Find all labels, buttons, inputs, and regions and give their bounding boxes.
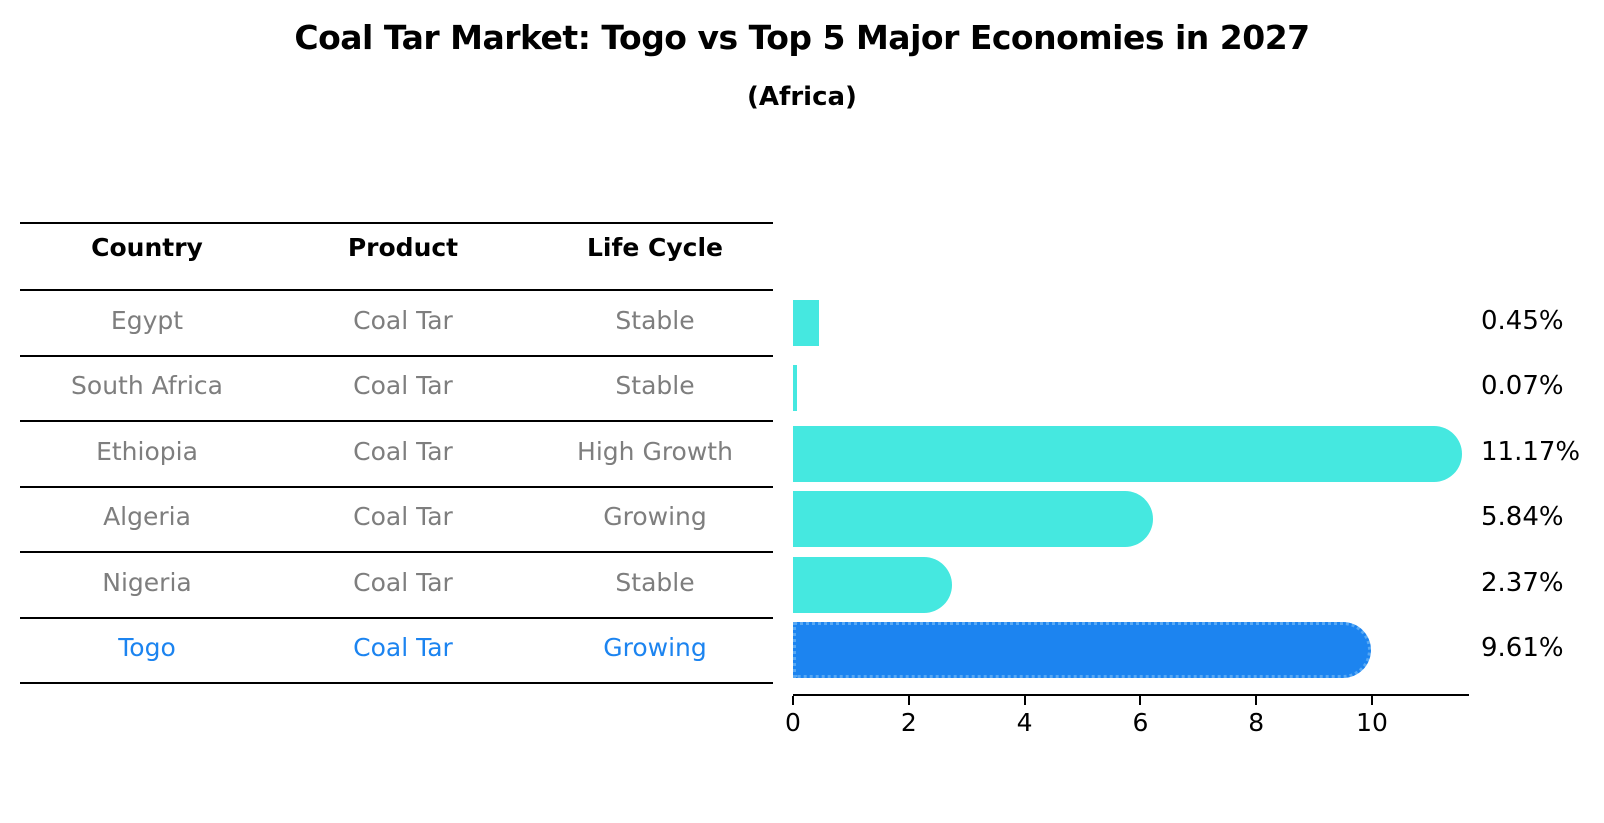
table-rule bbox=[20, 420, 773, 422]
table-cell-ethiopia-product: Coal Tar bbox=[353, 436, 453, 466]
table-rule bbox=[20, 289, 773, 291]
table-cell-south-africa-country: South Africa bbox=[71, 371, 223, 401]
table-rule bbox=[20, 551, 773, 553]
table-cell-ethiopia-country: Ethiopia bbox=[96, 436, 198, 466]
x-axis-line bbox=[793, 694, 1469, 696]
table-cell-algeria-country: Algeria bbox=[103, 502, 191, 532]
value-label-ethiopia: 11.17% bbox=[1481, 436, 1581, 467]
table-cell-nigeria-country: Nigeria bbox=[102, 567, 192, 597]
bar-ethiopia bbox=[793, 425, 1462, 482]
table-rule-top bbox=[20, 222, 773, 224]
column-header-product: Product bbox=[347, 233, 459, 262]
x-axis-tick-8 bbox=[1255, 696, 1258, 705]
table-cell-egypt-life-cycle: Stable bbox=[615, 305, 695, 335]
table-rule bbox=[20, 485, 773, 488]
column-header-life-cycle: Life Cycle bbox=[586, 233, 724, 262]
table-cell-togo-country: Togo bbox=[118, 633, 176, 663]
table-cell-egypt-product: Coal Tar bbox=[353, 305, 453, 335]
value-label-egypt: 0.45% bbox=[1481, 305, 1564, 336]
x-axis-tick-label-0: 0 bbox=[785, 708, 801, 737]
x-axis-tick-10 bbox=[1371, 696, 1373, 705]
bar-togo bbox=[793, 622, 1372, 679]
table-cell-egypt-country: Egypt bbox=[110, 305, 184, 335]
chart-subtitle: (Africa) bbox=[747, 82, 857, 112]
x-axis-tick-label-10: 10 bbox=[1356, 708, 1388, 737]
bar-egypt bbox=[793, 299, 820, 346]
table-cell-togo-product: Coal Tar bbox=[353, 633, 453, 663]
x-axis-tick-4 bbox=[1023, 696, 1026, 705]
x-axis-tick-label-8: 8 bbox=[1248, 708, 1265, 737]
value-label-togo: 9.61% bbox=[1481, 633, 1564, 664]
table-cell-south-africa-life-cycle: Stable bbox=[615, 371, 695, 401]
table-cell-south-africa-product: Coal Tar bbox=[353, 371, 453, 401]
table-cell-nigeria-product: Coal Tar bbox=[353, 567, 453, 597]
table-cell-algeria-life-cycle: Growing bbox=[603, 502, 707, 532]
table-rule bbox=[20, 616, 773, 619]
value-label-algeria: 5.84% bbox=[1481, 502, 1564, 533]
table-cell-togo-life-cycle: Growing bbox=[603, 633, 707, 663]
x-axis-tick-label-6: 6 bbox=[1132, 708, 1149, 737]
x-axis-tick-2 bbox=[907, 696, 910, 705]
table-rule bbox=[20, 682, 773, 684]
table-cell-ethiopia-life-cycle: High Growth bbox=[577, 436, 733, 466]
x-axis-tick-label-4: 4 bbox=[1016, 708, 1033, 737]
value-label-nigeria: 2.37% bbox=[1481, 567, 1564, 598]
value-label-south-africa: 0.07% bbox=[1481, 371, 1564, 402]
bar-algeria bbox=[793, 491, 1154, 548]
bar-nigeria bbox=[793, 556, 953, 613]
table-cell-nigeria-life-cycle: Stable bbox=[615, 567, 695, 597]
chart-title: Coal Tar Market: Togo vs Top 5 Major Eco… bbox=[294, 18, 1310, 57]
x-axis-tick-0 bbox=[792, 696, 794, 705]
column-header-country: Country bbox=[91, 233, 203, 262]
bar-south-africa bbox=[793, 365, 798, 412]
x-axis-tick-6 bbox=[1139, 696, 1142, 705]
table-cell-algeria-product: Coal Tar bbox=[353, 502, 453, 532]
x-axis-tick-label-2: 2 bbox=[900, 708, 917, 737]
table-rule bbox=[20, 354, 773, 357]
